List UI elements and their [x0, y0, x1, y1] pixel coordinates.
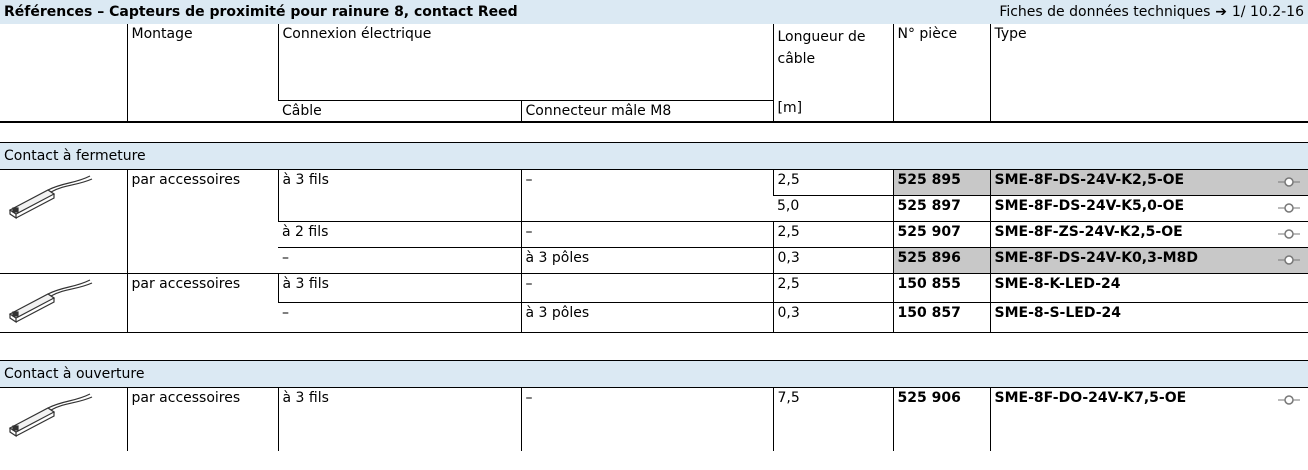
header-cell: Câble	[278, 99, 521, 122]
piece-cell: 525 896	[892, 246, 990, 273]
symbol-icon	[1278, 228, 1300, 239]
header-cell	[0, 24, 127, 122]
type-text: SME-8F-DO-24V-K7,5-OE	[994, 389, 1187, 406]
piece-cell: 525 897	[892, 194, 990, 221]
image-cell	[0, 386, 127, 451]
data-row: – à 3 pôles 0,3 525 896 SME-8F-DS-24V-K0,3-M…	[0, 246, 1308, 273]
header-cell: Connexion électrique	[277, 24, 773, 100]
connecteur-cell: –	[520, 272, 773, 303]
piece-cell: 150 855	[892, 272, 990, 303]
title-bar: Références – Capteurs de proximité pour …	[0, 0, 1308, 24]
cable-cell: à 3 fils	[277, 168, 521, 221]
piece-cell: 150 857	[892, 302, 990, 332]
cable-cell: –	[278, 302, 521, 332]
spacer	[0, 121, 1308, 142]
datasheet-number: 1/ 10.2-16	[1231, 4, 1304, 20]
header-cell: Longueur de câble [m]	[772, 24, 893, 122]
data-row: par accessoires à 3 fils –2,5 150 855 SME-8-…	[0, 272, 1308, 332]
longueur-cell: 2,5	[772, 220, 893, 247]
header-cell: Montage	[126, 24, 278, 122]
blank-cell	[0, 331, 1308, 360]
longueur-cell: 7,5	[772, 386, 893, 451]
header-cell: N° pièce	[892, 24, 990, 122]
data-row: par accessoires à 3 fils –2,5 525 895 SME-8F…	[0, 168, 1308, 273]
cable-cell: à 2 fils	[278, 220, 521, 247]
montage-cell: par accessoires	[126, 168, 278, 273]
header-cell: Type	[989, 24, 1308, 122]
image-cell	[0, 168, 127, 273]
type-text: SME-8F-ZS-24V-K2,5-OE	[994, 223, 1183, 240]
data-row: – à 3 pôles 0,3 150 857 SME-8-S-LED-24	[0, 302, 1308, 332]
type-cell: SME-8-S-LED-24	[989, 302, 1308, 332]
cable-cell: à 3 fils	[277, 272, 521, 303]
type-text: SME-8-S-LED-24	[994, 305, 1122, 321]
connecteur-cell: à 3 pôles	[520, 302, 773, 332]
title: Références – Capteurs de proximité pour …	[4, 4, 518, 20]
piece-cell: 525 907	[892, 220, 990, 247]
header-unit: [m]	[777, 100, 803, 116]
piece-cell: 525 895	[892, 168, 990, 195]
symbol-icon	[1278, 254, 1300, 265]
datasheet-label: Fiches de données techniques	[999, 4, 1211, 20]
longueur-cell: 2,5	[772, 168, 893, 195]
type-text: SME-8F-DS-24V-K5,0-OE	[994, 197, 1185, 214]
longueur-cell: 5,0	[773, 194, 893, 221]
type-cell: SME-8F-DS-24V-K2,5-OE	[989, 168, 1308, 195]
connecteur-cell: –	[520, 220, 773, 247]
type-cell: SME-8F-DO-24V-K7,5-OE	[989, 386, 1308, 451]
type-cell: SME-8F-ZS-24V-K2,5-OE	[989, 220, 1308, 247]
longueur-cell: 2,5	[772, 272, 893, 303]
type-text: SME-8F-DS-24V-K0,3-M8D	[994, 249, 1198, 266]
symbol-icon	[1278, 202, 1300, 213]
type-text: SME-8-K-LED-24	[994, 275, 1121, 292]
table: Montage Connexion électrique Longueur de…	[0, 24, 1308, 451]
montage-cell: par accessoires	[126, 386, 278, 451]
connecteur-cell: –	[520, 386, 773, 451]
data-row: 5,0 525 897 SME-8F-DS-24V-K5,0-OE	[0, 194, 1308, 221]
connecteur-cell: –	[520, 168, 773, 221]
section-title: Contact à fermeture	[0, 141, 1308, 170]
data-row: à 2 fils –2,5 525 907 SME-8F-ZS-24V-K2,5-OE	[0, 220, 1308, 247]
type-text: SME-8F-DS-24V-K2,5-OE	[994, 171, 1185, 188]
cable-cell: –	[278, 246, 521, 273]
section-title: Contact à ouverture	[0, 359, 1308, 388]
header-cell: Connecteur mâle M8	[520, 99, 773, 122]
data-row: par accessoires à 3 fils –7,5 525 906 SME-8F…	[0, 386, 1308, 451]
image-cell	[0, 272, 127, 332]
montage-cell: par accessoires	[126, 272, 278, 332]
symbol-icon	[1278, 394, 1300, 405]
header-text: Longueur de câble	[777, 29, 866, 67]
type-cell: SME-8F-DS-24V-K5,0-OE	[989, 194, 1308, 221]
blank-row	[0, 331, 1308, 360]
cable-cell: à 3 fils	[277, 386, 521, 451]
piece-cell: 525 906	[892, 386, 990, 451]
sensor-image	[8, 392, 93, 437]
section-row: Contact à ouverture	[0, 359, 1308, 388]
longueur-cell: 0,3	[772, 246, 893, 273]
type-cell: SME-8F-DS-24V-K0,3-M8D	[989, 246, 1308, 273]
sensor-image	[8, 278, 93, 323]
type-cell: SME-8-K-LED-24	[989, 272, 1308, 303]
connecteur-cell: à 3 pôles	[520, 246, 773, 273]
longueur-cell: 0,3	[772, 302, 893, 332]
symbol-icon	[1278, 176, 1300, 187]
datasheet-ref: Fiches de données techniques ➔ 1/ 10.2-1…	[999, 4, 1304, 20]
section-row: Contact à fermeture	[0, 141, 1308, 170]
sensor-image	[8, 174, 93, 219]
